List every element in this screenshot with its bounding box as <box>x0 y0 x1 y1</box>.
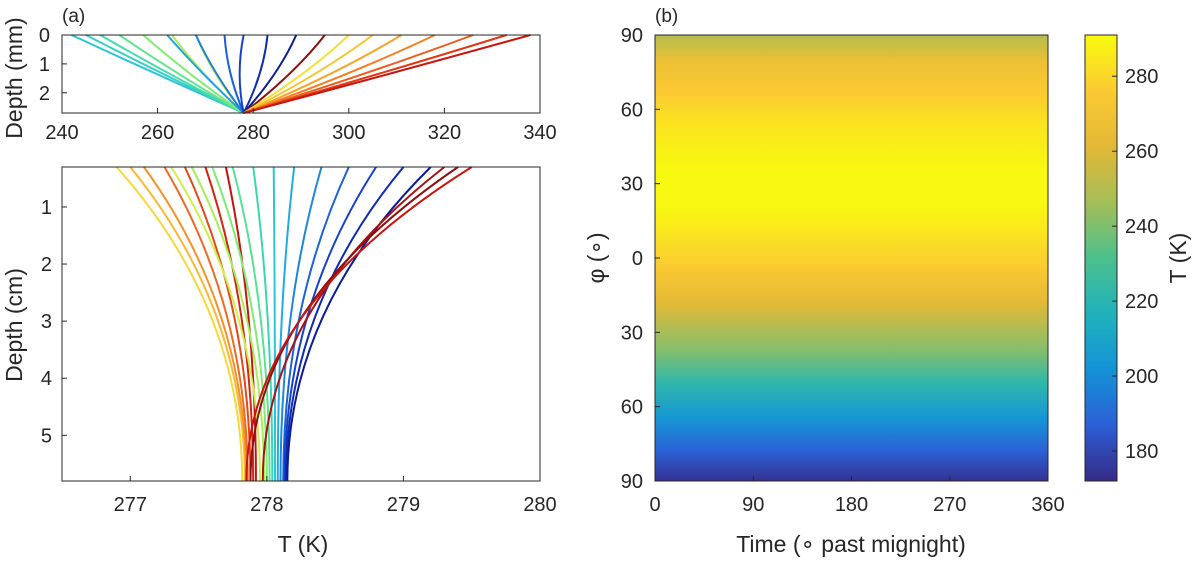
temperature-profile-line <box>282 166 350 482</box>
y-tick-label: 2 <box>39 83 50 105</box>
x-tick-label: 240 <box>45 122 78 144</box>
x-tick-label: 280 <box>237 122 270 144</box>
colorbar-tick-label: 240 <box>1125 216 1158 238</box>
temperature-profile-line <box>224 166 257 482</box>
panel-b-label: (b) <box>655 6 678 27</box>
y-tick-label: 60 <box>621 99 643 121</box>
x-tick-label: 260 <box>141 122 174 144</box>
temperature-profile-line <box>243 34 402 114</box>
x-tick-label: 279 <box>387 494 420 516</box>
panel-a-bottom-ylabel: Depth (cm) <box>1 268 27 382</box>
temperature-profile-line <box>243 34 374 114</box>
x-tick-label: 340 <box>523 122 556 144</box>
temperature-profile-line <box>243 34 531 114</box>
x-tick-label: 280 <box>523 494 556 516</box>
temperature-profile-line <box>286 166 432 482</box>
temperature-profile-line <box>223 34 245 114</box>
y-tick-label: 30 <box>621 174 643 196</box>
x-tick-label: 360 <box>1031 494 1064 516</box>
temperature-profile-line <box>243 34 326 114</box>
panel-a-bottom-chart: 277 278 279 280 1 2 3 4 5 Depth (cm) T (K) <box>1 166 557 557</box>
y-tick-label: 60 <box>621 397 643 419</box>
temperature-profile-line <box>166 34 245 114</box>
y-tick-label: 4 <box>41 368 52 390</box>
temperature-profile-line <box>261 166 446 482</box>
x-tick-label: 180 <box>835 494 868 516</box>
temperature-profile-line <box>276 166 296 482</box>
x-tick-label: 300 <box>332 122 365 144</box>
temperature-profile-line <box>190 166 266 482</box>
temperature-profile-line <box>163 166 249 482</box>
temperature-profile-line <box>99 34 245 114</box>
panel-b-axes: 0 90 180 270 360 90 60 30 0 30 60 90 <box>621 25 1065 516</box>
temperature-profile-line <box>242 34 298 114</box>
colorbar-tick-label: 260 <box>1125 141 1158 163</box>
temperature-profile-line <box>143 166 248 482</box>
y-tick-label: 30 <box>621 322 643 344</box>
panel-a-bottom-xlabel: T (K) <box>278 531 329 557</box>
axes-box <box>61 34 541 114</box>
axes-box <box>61 166 541 482</box>
y-tick-label: 0 <box>39 25 50 47</box>
temperature-profile-line <box>272 166 277 482</box>
colorbar-axes: 180 200 220 240 260 280 <box>1112 66 1158 463</box>
colorbar-label: T (K) <box>1165 233 1191 284</box>
temperature-profile-line <box>245 166 473 482</box>
temperature-profile-line <box>171 34 245 114</box>
temperature-profile-line <box>243 34 436 114</box>
x-tick-label: 277 <box>114 494 147 516</box>
temperature-profile-line <box>231 166 271 482</box>
temperature-profile-line <box>142 34 245 114</box>
temperature-profile-line <box>243 34 507 114</box>
panel-a-bottom-axes: 277 278 279 280 1 2 3 4 5 <box>41 166 557 516</box>
x-tick-label: 0 <box>649 494 660 516</box>
panel-a-top-ylabel: Depth (mm) <box>1 17 27 138</box>
temperature-profile-line <box>252 166 274 482</box>
temperature-profile-line <box>129 166 247 482</box>
temperature-profile-line <box>243 34 350 114</box>
y-tick-label: 2 <box>41 254 52 276</box>
panel-b-xlabel: Time (∘ past mignight) <box>736 531 966 557</box>
colorbar <box>1084 34 1118 482</box>
temperature-profile-line <box>238 34 245 114</box>
temperature-profile-line <box>279 166 323 482</box>
panel-a-top-series <box>71 34 531 114</box>
temperature-profile-line <box>204 166 255 482</box>
temperature-profile-line <box>115 166 244 482</box>
y-tick-label: 1 <box>39 54 50 76</box>
panel-a-top-axes: 240 260 280 300 320 340 0 1 2 <box>39 25 557 144</box>
colorbar-tick-label: 280 <box>1125 66 1158 88</box>
colorbar-tick-label: 220 <box>1125 291 1158 313</box>
x-tick-label: 278 <box>250 494 283 516</box>
temperature-profile-line <box>284 166 405 482</box>
colorbar-tick-label: 200 <box>1125 366 1158 388</box>
panel-a-bottom-series <box>115 166 473 482</box>
panel-b-heatmap: (b) 0 90 180 270 360 90 60 30 0 30 60 90 φ (∘) Time… <box>583 6 1191 557</box>
panel-a-label: (a) <box>62 6 85 27</box>
y-tick-label: 90 <box>621 471 643 493</box>
temperature-profile-line <box>170 166 262 482</box>
temperature-profile-line <box>194 34 245 114</box>
y-tick-label: 90 <box>621 25 643 47</box>
heatmap-image <box>655 35 1048 481</box>
y-tick-label: 1 <box>41 197 52 219</box>
x-tick-label: 320 <box>428 122 461 144</box>
x-tick-label: 270 <box>933 494 966 516</box>
temperature-profile-line <box>242 34 269 114</box>
x-tick-label: 90 <box>742 494 764 516</box>
temperature-profile-line <box>118 34 245 114</box>
panel-b-ylabel: φ (∘) <box>583 232 609 283</box>
y-tick-label: 0 <box>632 248 643 270</box>
y-tick-label: 5 <box>41 425 52 447</box>
colorbar-tick-label: 180 <box>1125 441 1158 463</box>
panel-a-top-chart: (a) 240 260 280 300 320 340 0 1 2 Depth (mm) <box>1 6 557 144</box>
y-tick-label: 3 <box>41 311 52 333</box>
